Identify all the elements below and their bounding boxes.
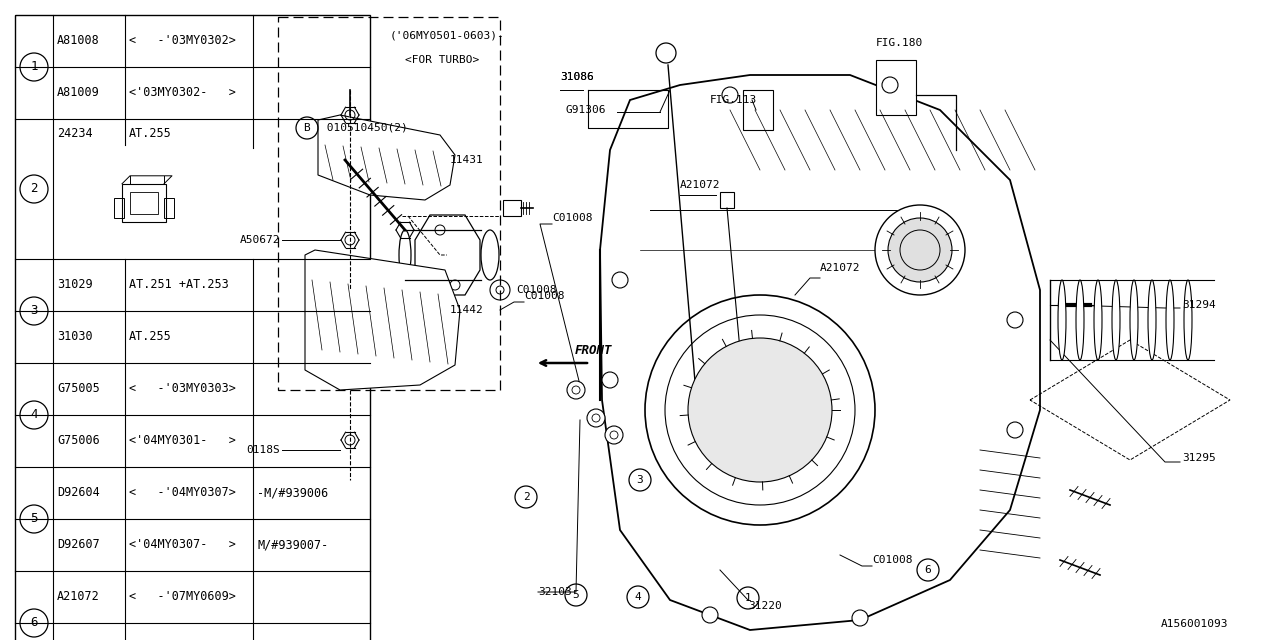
Text: A50672: A50672 (239, 235, 280, 245)
Circle shape (1007, 312, 1023, 328)
Text: -M/#939006: -M/#939006 (257, 486, 328, 499)
Text: 32103: 32103 (538, 587, 572, 597)
Text: FRONT: FRONT (575, 344, 613, 356)
Text: 010510450(2): 010510450(2) (320, 123, 408, 133)
Polygon shape (415, 215, 480, 295)
Text: A156001093: A156001093 (1161, 619, 1228, 629)
Text: ('06MY0501-0603)-: ('06MY0501-0603)- (390, 30, 504, 40)
Bar (278, 17, 500, 390)
Text: A81009: A81009 (58, 86, 100, 99)
Text: <FOR TURBO>: <FOR TURBO> (404, 55, 479, 65)
Text: 24234: 24234 (58, 127, 92, 140)
Text: <   -'07MY0609>: < -'07MY0609> (129, 591, 236, 604)
Text: G75005: G75005 (58, 383, 100, 396)
Text: 2: 2 (31, 182, 37, 195)
Polygon shape (600, 75, 1039, 630)
Text: 31029: 31029 (58, 278, 92, 291)
Ellipse shape (1166, 280, 1174, 360)
Text: C01008: C01008 (552, 213, 593, 223)
Bar (114, 198, 124, 218)
Text: D92604: D92604 (58, 486, 100, 499)
Text: 31086: 31086 (561, 72, 594, 82)
Circle shape (722, 87, 739, 103)
Bar (15, 15, 370, 640)
Bar (131, 192, 157, 214)
Text: 11442: 11442 (451, 305, 484, 315)
Text: A21072: A21072 (680, 180, 721, 190)
Circle shape (701, 607, 718, 623)
Circle shape (588, 409, 605, 427)
Text: 6: 6 (31, 616, 37, 630)
Text: FIG.113: FIG.113 (710, 95, 758, 105)
Text: C01008: C01008 (872, 555, 913, 565)
Bar (122, 184, 166, 222)
Ellipse shape (1184, 280, 1192, 360)
Text: 0118S: 0118S (246, 445, 280, 455)
Ellipse shape (1130, 280, 1138, 360)
Text: A21072: A21072 (58, 591, 100, 604)
Text: <   -'03MY0303>: < -'03MY0303> (129, 383, 236, 396)
Bar (503, 200, 521, 216)
Ellipse shape (1094, 280, 1102, 360)
Circle shape (605, 426, 623, 444)
Ellipse shape (1076, 280, 1084, 360)
Text: C01008: C01008 (516, 285, 557, 295)
Text: <'04MY0301-   >: <'04MY0301- > (129, 435, 236, 447)
Ellipse shape (1059, 280, 1066, 360)
Text: AT.255: AT.255 (129, 127, 172, 140)
Circle shape (567, 381, 585, 399)
Text: <'04MY0307-   >: <'04MY0307- > (129, 538, 236, 552)
Ellipse shape (1148, 280, 1156, 360)
Bar (742, 90, 773, 130)
Bar (164, 198, 174, 218)
Text: 31220: 31220 (748, 601, 782, 611)
Text: FIG.180: FIG.180 (876, 38, 923, 48)
Text: AT.255: AT.255 (129, 330, 172, 344)
Circle shape (612, 272, 628, 288)
Circle shape (1007, 422, 1023, 438)
Circle shape (602, 372, 618, 388)
Text: <'03MY0302-   >: <'03MY0302- > (129, 86, 236, 99)
Text: C01008: C01008 (524, 291, 564, 301)
Text: 3: 3 (636, 475, 644, 485)
Text: 3: 3 (31, 305, 37, 317)
Circle shape (689, 338, 832, 482)
Text: 31030: 31030 (58, 330, 92, 344)
Ellipse shape (481, 230, 499, 280)
Circle shape (645, 295, 876, 525)
Bar (876, 60, 916, 115)
Text: A81008: A81008 (58, 35, 100, 47)
Text: D92607: D92607 (58, 538, 100, 552)
Text: 4: 4 (635, 592, 641, 602)
Text: M/#939007-: M/#939007- (257, 538, 328, 552)
Circle shape (852, 610, 868, 626)
Ellipse shape (1112, 280, 1120, 360)
Text: 6: 6 (924, 565, 932, 575)
Text: <   -'03MY0302>: < -'03MY0302> (129, 35, 236, 47)
Text: 1: 1 (745, 593, 751, 603)
Circle shape (888, 218, 952, 282)
Text: <   -'04MY0307>: < -'04MY0307> (129, 486, 236, 499)
Text: AT.251 +AT.253: AT.251 +AT.253 (129, 278, 229, 291)
Circle shape (882, 77, 899, 93)
Text: 5: 5 (572, 590, 580, 600)
Text: 31295: 31295 (1181, 453, 1216, 463)
Text: 31086: 31086 (561, 72, 594, 82)
Text: 5: 5 (31, 513, 37, 525)
Text: 4: 4 (31, 408, 37, 422)
Text: 11431: 11431 (451, 155, 484, 165)
Text: 1: 1 (31, 61, 37, 74)
Text: 31294: 31294 (1181, 300, 1216, 310)
Ellipse shape (399, 230, 411, 280)
Text: B: B (303, 123, 310, 133)
Text: G91306: G91306 (564, 105, 605, 115)
Circle shape (490, 280, 509, 300)
Text: A21072: A21072 (820, 263, 860, 273)
Text: G75006: G75006 (58, 435, 100, 447)
Bar (719, 192, 733, 208)
Polygon shape (317, 115, 454, 200)
Circle shape (876, 205, 965, 295)
Text: 2: 2 (522, 492, 530, 502)
Polygon shape (305, 250, 460, 390)
